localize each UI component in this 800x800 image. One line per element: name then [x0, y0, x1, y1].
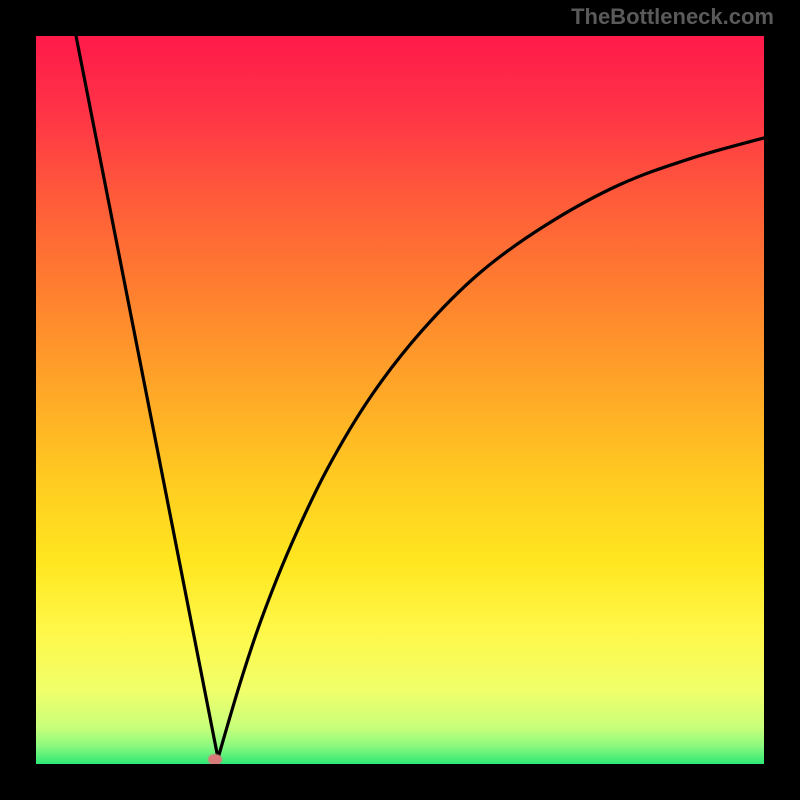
bottleneck-curve: [36, 36, 764, 764]
plot-area: [36, 36, 764, 764]
watermark-text: TheBottleneck.com: [571, 4, 774, 30]
minimum-marker: [208, 754, 222, 764]
chart-container: TheBottleneck.com: [0, 0, 800, 800]
